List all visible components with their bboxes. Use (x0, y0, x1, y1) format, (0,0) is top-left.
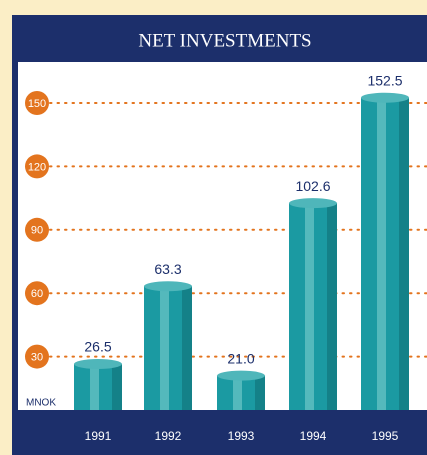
bar-top (74, 358, 122, 369)
x-tick-label: 1991 (85, 429, 112, 443)
bar-highlight (160, 286, 169, 412)
bar-shade (182, 286, 192, 412)
bar-shade (112, 363, 122, 412)
chart-title: NET INVESTMENTS (138, 30, 311, 51)
bar-shade (399, 97, 409, 412)
x-tick-label: 1993 (228, 429, 255, 443)
bar-shade (327, 203, 337, 412)
value-label: 21.0 (227, 350, 254, 366)
x-tick-label: 1994 (300, 429, 327, 443)
bar-highlight (90, 363, 99, 412)
y-tick-marker (25, 154, 49, 179)
bar-highlight (305, 203, 314, 412)
y-tick-marker (25, 217, 49, 242)
bar-highlight (233, 375, 242, 412)
y-tick-label: 90 (31, 225, 43, 237)
plot: 30 60 90 120 150 26.5 63.3 21.0 102.6 152.5 (25, 72, 427, 412)
y-tick-marker (25, 91, 49, 115)
value-label: 63.3 (154, 261, 181, 277)
footer-band (12, 410, 427, 455)
footer: 1991 1992 1993 1994 1995 (85, 429, 399, 443)
value-label: 102.6 (295, 178, 330, 194)
y-tick-marker (25, 344, 49, 369)
plot-area (18, 62, 427, 410)
bar-shade (255, 375, 265, 412)
bar-top (217, 370, 265, 381)
x-tick-label: 1995 (372, 429, 399, 443)
y-tick-label: 120 (28, 161, 46, 173)
y-axis-label: MNOK (26, 398, 56, 409)
bar-top (361, 92, 409, 103)
bar-top (289, 198, 337, 209)
y-tick-label: 30 (31, 352, 43, 364)
y-tick-marker (25, 281, 49, 306)
value-label: 26.5 (84, 339, 111, 355)
y-tick-label: 60 (31, 288, 43, 300)
bar-top (144, 281, 192, 292)
y-tick-label: 150 (28, 98, 46, 110)
x-tick-label: 1992 (155, 429, 182, 443)
value-label: 152.5 (367, 72, 402, 88)
bar-highlight (377, 97, 386, 412)
